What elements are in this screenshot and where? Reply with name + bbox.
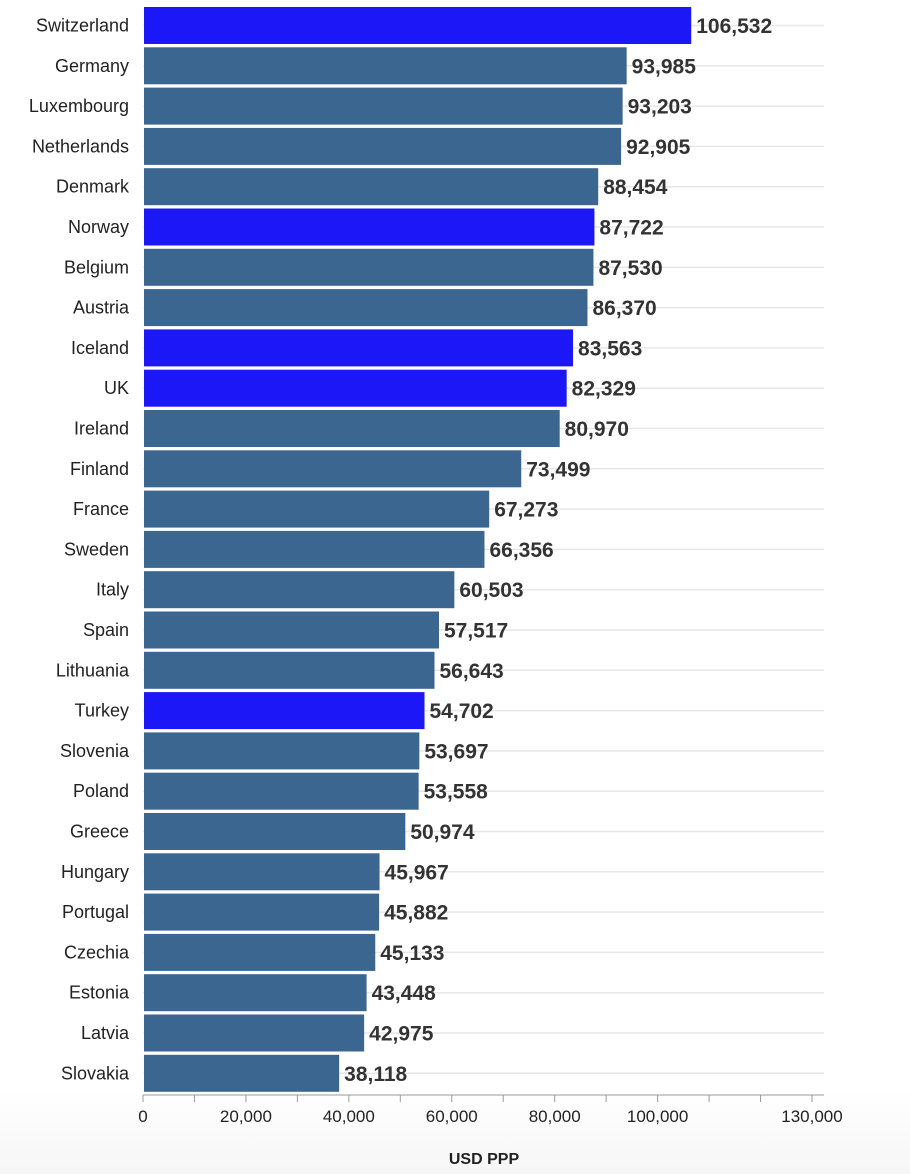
category-labels: Switzerland Germany Luxembourg Netherlands D…	[29, 16, 130, 1084]
bar-sweden	[144, 530, 485, 568]
bar-france	[144, 490, 490, 528]
x-tick-label: 100,000	[627, 1107, 688, 1126]
category-label: Sweden	[64, 539, 129, 559]
bar-hungary	[144, 853, 380, 891]
category-label: Portugal	[62, 902, 129, 922]
x-tick-label: 20,000	[220, 1107, 272, 1126]
x-axis-title: USD PPP	[449, 1151, 520, 1168]
value-label: 45,133	[380, 942, 444, 965]
bar-germany	[144, 47, 627, 85]
category-label: Ireland	[74, 419, 129, 439]
value-label: 73,499	[526, 458, 590, 481]
bar-norway	[144, 208, 595, 246]
bar-slovenia	[144, 732, 420, 770]
value-label: 53,558	[424, 781, 489, 804]
bar-switzerland	[144, 7, 692, 44]
bar-uk	[144, 369, 567, 407]
value-label: 56,643	[439, 660, 503, 683]
bars	[144, 7, 692, 1092]
value-label: 87,530	[598, 257, 662, 280]
category-label: Hungary	[61, 862, 129, 882]
category-label: Netherlands	[32, 136, 129, 156]
category-label: Poland	[73, 781, 129, 801]
value-label: 60,503	[459, 579, 523, 602]
bar-portugal	[144, 893, 380, 931]
bar-slovakia	[144, 1054, 340, 1092]
category-label: Latvia	[81, 1023, 130, 1043]
value-label: 87,722	[599, 217, 663, 240]
category-label: Turkey	[75, 701, 129, 721]
category-label: Finland	[70, 459, 129, 479]
category-label: Italy	[96, 580, 129, 600]
bar-spain	[144, 611, 439, 649]
x-axis: 0 20,000 40,000 60,000 80,000 100,000 130,000	[138, 1094, 843, 1126]
category-label: Czechia	[64, 942, 130, 962]
x-tick-label: 80,000	[529, 1107, 581, 1126]
x-tick-label: 130,000	[781, 1107, 842, 1126]
value-label: 53,697	[424, 740, 488, 763]
category-label: Spain	[83, 620, 129, 640]
bar-italy	[144, 571, 455, 609]
bar-turkey	[144, 692, 425, 730]
value-label: 50,974	[410, 821, 475, 844]
value-label: 67,273	[494, 499, 558, 522]
bar-estonia	[144, 974, 367, 1012]
category-label: Germany	[55, 56, 129, 76]
bar-greece	[144, 813, 406, 850]
value-label: 57,517	[444, 620, 508, 643]
bar-poland	[144, 772, 419, 810]
category-label: France	[73, 499, 129, 519]
category-label: Greece	[70, 822, 129, 842]
category-label: Slovakia	[61, 1063, 130, 1083]
x-tick-label: 0	[138, 1107, 147, 1126]
category-label: Switzerland	[36, 16, 129, 36]
value-label: 54,702	[430, 700, 494, 723]
bar-latvia	[144, 1014, 365, 1052]
value-label: 93,203	[628, 96, 692, 119]
category-label: Austria	[73, 298, 130, 318]
category-label: UK	[104, 378, 129, 398]
category-label: Belgium	[64, 257, 129, 277]
value-label: 38,118	[344, 1063, 407, 1086]
bar-netherlands	[144, 127, 622, 165]
value-label: 93,985	[632, 55, 697, 78]
x-tick-label: 60,000	[426, 1107, 478, 1126]
category-label: Estonia	[69, 983, 130, 1003]
value-label: 88,454	[603, 176, 668, 199]
bar-belgium	[144, 248, 594, 286]
bar-finland	[144, 450, 522, 488]
bar-denmark	[144, 168, 599, 206]
bar-ireland	[144, 410, 560, 447]
value-label: 42,975	[369, 1023, 434, 1046]
category-label: Norway	[68, 217, 129, 237]
bar-austria	[144, 289, 588, 327]
value-label: 86,370	[592, 297, 656, 320]
category-label: Luxembourg	[29, 96, 129, 116]
category-label: Iceland	[71, 338, 129, 358]
value-label: 43,448	[372, 982, 437, 1005]
value-label: 82,329	[572, 378, 636, 401]
category-label: Slovenia	[60, 741, 130, 761]
bar-iceland	[144, 329, 574, 367]
bar-lithuania	[144, 651, 435, 689]
value-label: 106,532	[696, 15, 772, 38]
value-label: 45,882	[384, 902, 448, 925]
x-tick-label: 40,000	[323, 1107, 375, 1126]
value-label: 66,356	[489, 539, 553, 562]
category-label: Denmark	[56, 177, 130, 197]
value-label: 83,563	[578, 337, 642, 360]
value-labels: 106,532 93,985 93,203 92,905 88,454 87,722 87,…	[344, 15, 772, 1086]
value-label: 92,905	[626, 136, 691, 159]
category-label: Lithuania	[56, 660, 130, 680]
value-label: 45,967	[385, 861, 449, 884]
bar-czechia	[144, 933, 376, 971]
bar-luxembourg	[144, 87, 623, 125]
value-label: 80,970	[565, 418, 629, 441]
